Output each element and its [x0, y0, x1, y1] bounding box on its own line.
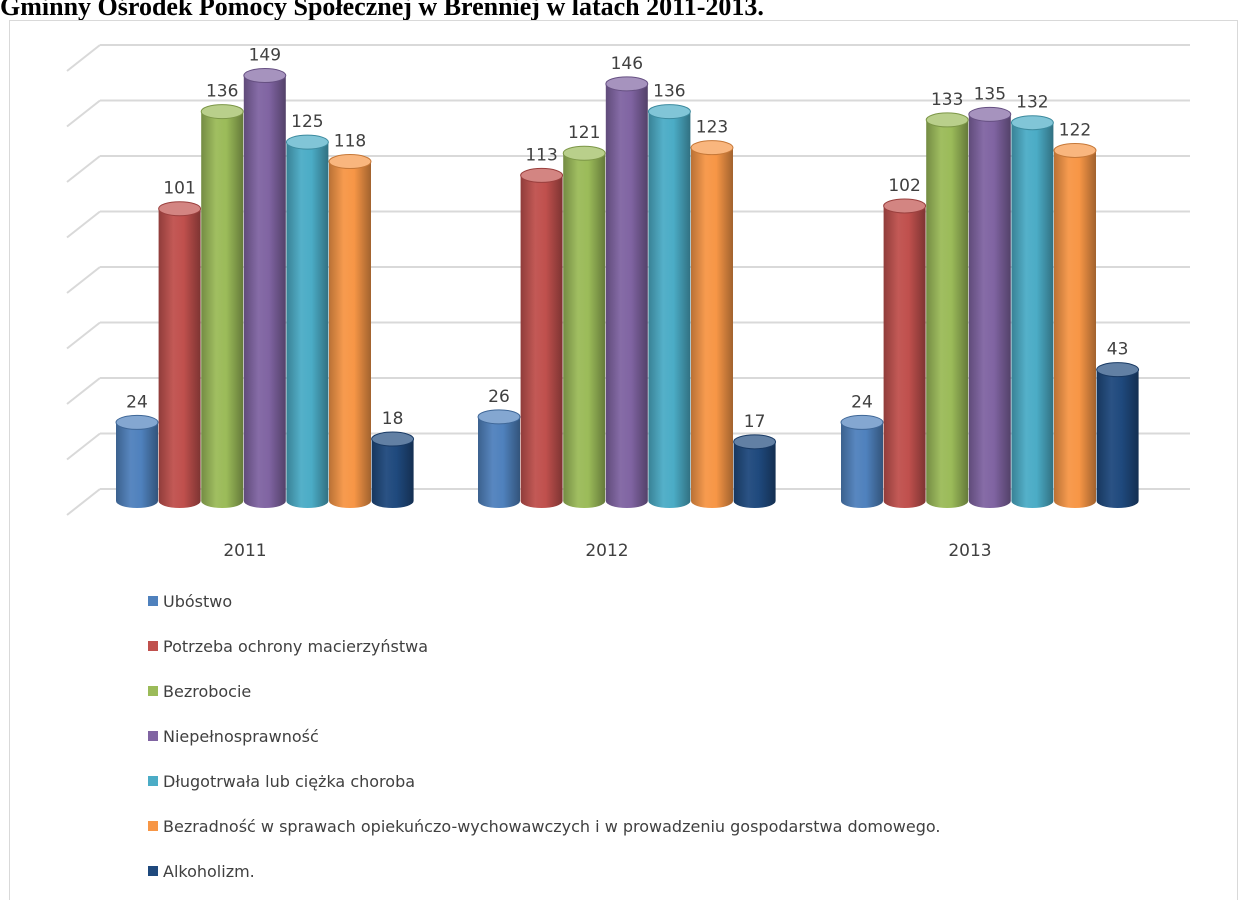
bar [285, 134, 329, 509]
category-label: 2012 [585, 541, 628, 561]
legend-swatch [148, 821, 158, 831]
data-label: 17 [744, 412, 766, 432]
legend-swatch [148, 776, 158, 786]
bar [477, 409, 521, 508]
bar [605, 76, 649, 509]
legend-item: Ubóstwo [148, 590, 232, 612]
category-label: 2011 [223, 541, 266, 561]
data-label: 102 [888, 176, 920, 196]
chart-plot: 24 101 136 149 125 118 18 26 113 121 146 136 123 17 24… [66, 44, 1190, 561]
category-axis: 2011 2012 2013 [223, 541, 991, 561]
chart-frame [9, 20, 1238, 900]
data-label: 24 [126, 392, 148, 412]
legend-swatch [148, 641, 158, 651]
data-label: 24 [851, 392, 873, 412]
data-label: 146 [611, 54, 643, 74]
data-label: 101 [163, 179, 195, 199]
data-label: 125 [291, 112, 323, 132]
legend-swatch [148, 866, 158, 876]
bar [520, 167, 564, 509]
legend-item: Bezradność w sprawach opiekuńczo-wychowa… [148, 815, 940, 837]
data-label: 26 [488, 387, 510, 407]
legend-label: Bezrobocie [163, 681, 252, 701]
data-label: 18 [382, 409, 404, 429]
data-label: 149 [249, 46, 281, 66]
bar [200, 104, 244, 509]
bar [1010, 115, 1054, 509]
bar [328, 154, 372, 509]
legend-label: Ubóstwo [163, 591, 233, 611]
data-label: 135 [974, 84, 1006, 104]
data-label: 121 [568, 123, 600, 143]
bar-series [115, 68, 1140, 509]
legend-item: Długotrwała lub ciężka choroba [148, 770, 415, 792]
legend-swatch [148, 686, 158, 696]
bar [690, 140, 734, 509]
legend-swatch [148, 731, 158, 741]
data-labels: 24 101 136 149 125 118 18 26 113 121 146 136 123 17 24… [126, 46, 1128, 432]
bar [562, 145, 606, 509]
data-label: 113 [525, 145, 557, 165]
bar [968, 106, 1012, 509]
legend-item: Potrzeba ochrony macierzyństwa [148, 635, 428, 657]
legend-item: Alkoholizm. [148, 860, 255, 882]
bar [647, 104, 691, 509]
bar [883, 198, 927, 509]
legend-item: Niepełnosprawność [148, 725, 319, 747]
gridline [66, 44, 1190, 72]
data-label: 136 [653, 82, 685, 102]
legend-label: Długotrwała lub ciężka choroba [163, 771, 416, 791]
data-label: 43 [1107, 340, 1129, 360]
data-label: 133 [931, 90, 963, 110]
data-label: 136 [206, 82, 238, 102]
legend-label: Niepełnosprawność [163, 726, 319, 746]
bar [1053, 142, 1097, 508]
legend-label: Potrzeba ochrony macierzyństwa [163, 636, 429, 656]
legend-label: Bezradność w sprawach opiekuńczo-wychowa… [163, 816, 941, 836]
bar [158, 201, 202, 509]
legend-item: Bezrobocie [148, 680, 251, 702]
data-label: 123 [696, 118, 728, 138]
bar [115, 414, 159, 508]
bar [840, 414, 884, 508]
bar [371, 431, 415, 509]
page-title: Gminny Ośrodek Pomocy Społecznej w Brenn… [0, 0, 764, 21]
legend-label: Alkoholizm. [163, 861, 255, 881]
bar [243, 68, 287, 509]
bar [1096, 362, 1140, 509]
category-label: 2013 [948, 541, 991, 561]
data-label: 118 [334, 132, 366, 152]
bar [925, 112, 969, 509]
legend-swatch [148, 596, 158, 606]
bar [733, 434, 777, 509]
data-label: 132 [1016, 93, 1048, 113]
data-label: 122 [1059, 120, 1091, 140]
